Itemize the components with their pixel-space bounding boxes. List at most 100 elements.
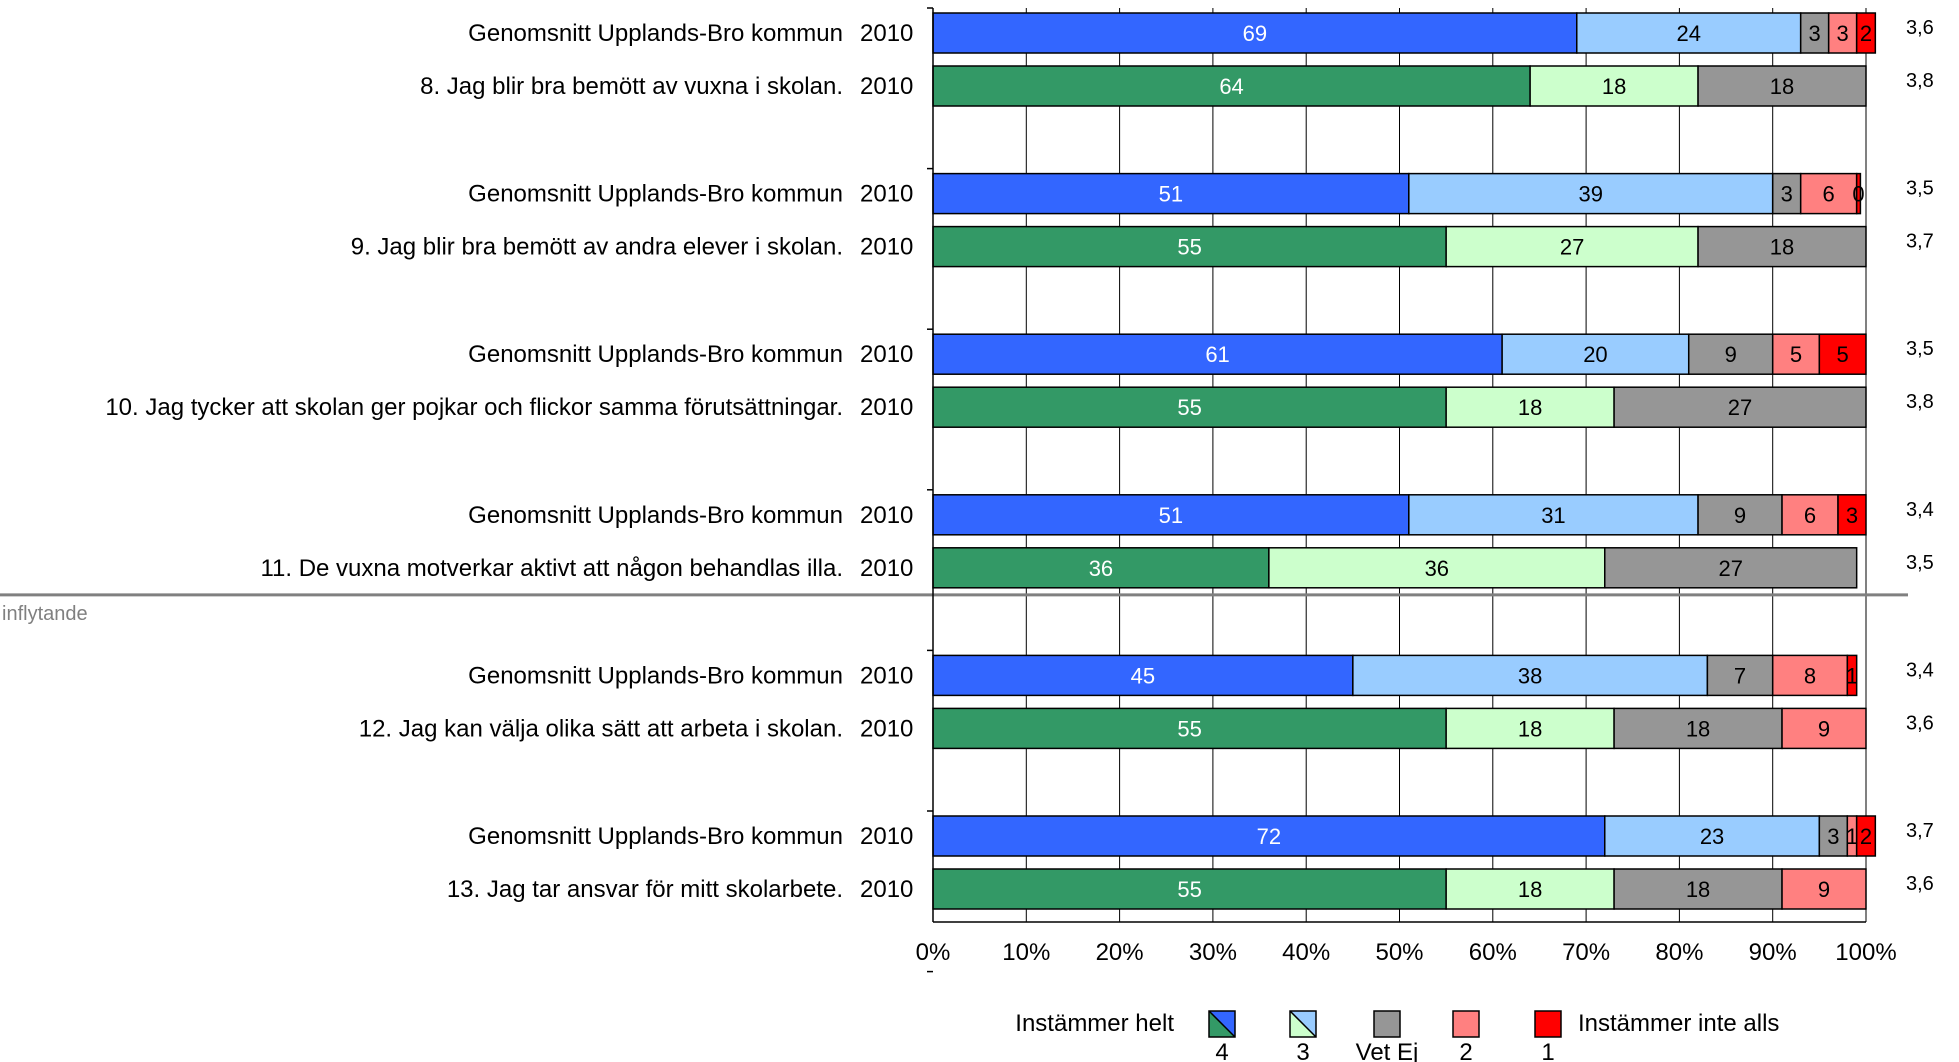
bar-value-label: 36 [1425, 556, 1449, 581]
bar-segment-seg-4 [932, 225, 1447, 268]
x-tick-label: 10% [1002, 939, 1050, 966]
x-tick-label: 60% [1469, 939, 1517, 966]
row-label: Genomsnitt Upplands-Bro kommun [468, 20, 843, 47]
bar-value-label: 55 [1177, 877, 1201, 902]
row-mean: 3,6 [1906, 17, 1934, 39]
bar-value-label: 5 [1790, 342, 1802, 367]
bar-segment-seg-1 [1846, 654, 1858, 697]
bar-value-label: 69 [1243, 21, 1267, 46]
bar-segment-seg-1 [1855, 172, 1862, 215]
legend-label: 1 [1541, 1039, 1554, 1062]
legend-label: 3 [1296, 1039, 1309, 1062]
bar-segment-seg-4 [932, 333, 1503, 375]
row-mean: 3,5 [1906, 552, 1934, 574]
bar-value-label: 31 [1541, 503, 1565, 528]
x-tick-label: 80% [1655, 939, 1703, 966]
bar-value-label: 18 [1686, 877, 1710, 902]
row-label: Genomsnitt Upplands-Bro kommun [468, 823, 843, 850]
grid-layer [0, 8, 1908, 922]
legend: Instämmer helt Instämmer inte alls 4 3 Vet E… [1015, 1010, 1779, 1062]
row-year: 2010 [860, 394, 913, 421]
bar-value-label: 1 [1846, 663, 1858, 688]
legend-swatch-divider [1289, 1010, 1317, 1038]
bar-value-label: 18 [1602, 74, 1626, 99]
bar-segment-seg-3 [1445, 225, 1699, 268]
legend-label: 4 [1215, 1039, 1228, 1062]
bar-value-label: 55 [1177, 716, 1201, 741]
legend-label: Vet Ej [1356, 1039, 1419, 1062]
row-label: Genomsnitt Upplands-Bro kommun [468, 341, 843, 368]
row-year: 2010 [860, 823, 913, 850]
bar-segment-seg-1 [1837, 494, 1867, 536]
bar-segment-seg-vetej [1613, 868, 1783, 910]
bar-segment-seg-1 [1855, 815, 1877, 857]
row-year: 2010 [860, 341, 913, 368]
legend-swatch-border [1289, 1010, 1317, 1038]
bar-value-label: 38 [1518, 663, 1542, 688]
legend-swatch-border [1208, 1010, 1236, 1038]
row-mean: 3,7 [1906, 231, 1934, 253]
row-year: 2010 [860, 73, 913, 100]
row-label: 10. Jag tycker att skolan ger pojkar och… [105, 394, 843, 421]
row-label: Genomsnitt Upplands-Bro kommun [468, 502, 843, 529]
row-mean: 3,7 [1906, 820, 1934, 842]
row-mean: 3,6 [1906, 873, 1934, 895]
bar-value-label: 45 [1131, 663, 1155, 688]
row-year: 2010 [860, 876, 913, 903]
row-year: 2010 [860, 715, 913, 742]
bar-value-label: 55 [1177, 235, 1201, 260]
bar-value-label: 24 [1676, 21, 1700, 46]
bar-value-label: 27 [1718, 556, 1742, 581]
bar-segment-seg-4 [932, 868, 1447, 910]
x-tick-label: 100% [1835, 939, 1896, 966]
bar-segment-seg-3 [1445, 386, 1615, 428]
bar-value-label: 18 [1770, 235, 1794, 260]
bar-segment-seg-vetej [1613, 386, 1867, 428]
bar-segment-seg-3 [1445, 868, 1615, 910]
bars-layer [932, 12, 1877, 910]
row-label: Genomsnitt Upplands-Bro kommun [468, 662, 843, 689]
bar-value-label: 36 [1089, 556, 1113, 581]
bar-value-label: 3 [1827, 824, 1839, 849]
row-year: 2010 [860, 181, 913, 208]
bar-value-label: 51 [1159, 503, 1183, 528]
bar-segment-seg-1 [1818, 333, 1867, 375]
legend-right-text: Instämmer inte alls [1578, 1010, 1779, 1037]
x-tick-label: 50% [1375, 939, 1423, 966]
bar-value-label: 6 [1823, 182, 1835, 207]
bar-value-label: 9 [1725, 342, 1737, 367]
bar-segment-seg-vetej [1697, 65, 1867, 107]
row-year: 2010 [860, 234, 913, 261]
bar-segment-seg-2 [1781, 868, 1867, 910]
row-year: 2010 [860, 20, 913, 47]
bar-value-label: 2 [1860, 21, 1872, 46]
row-label: 11. De vuxna motverkar aktivt att någon … [260, 555, 843, 582]
bar-value-label: 51 [1159, 182, 1183, 207]
bar-segment-seg-2 [1799, 172, 1858, 215]
bar-segment-seg-4 [932, 654, 1354, 697]
bar-segment-seg-3 [1352, 654, 1709, 697]
x-tick-label: 30% [1189, 939, 1237, 966]
bar-segment-seg-vetej [1613, 707, 1783, 750]
section-label: inflytande [2, 603, 88, 625]
row-year: 2010 [860, 502, 913, 529]
bar-value-label: 27 [1728, 395, 1752, 420]
bar-value-label: 64 [1219, 74, 1243, 99]
bar-segment-seg-4 [932, 12, 1578, 54]
row-label: 8. Jag blir bra bemött av vuxna i skolan… [420, 73, 843, 100]
row-mean: 3,5 [1906, 178, 1934, 200]
bar-value-label: 18 [1518, 716, 1542, 741]
row-mean: 3,4 [1906, 499, 1934, 521]
bar-segment-seg-4 [932, 707, 1447, 750]
row-mean: 3,6 [1906, 712, 1934, 734]
x-tick-label: 90% [1749, 939, 1797, 966]
bar-segment-seg-2 [1771, 654, 1849, 697]
bar-value-label: 3 [1837, 21, 1849, 46]
bar-value-label: 9 [1734, 503, 1746, 528]
bar-segment-seg-vetej [1687, 333, 1774, 375]
bar-value-label: 7 [1734, 663, 1746, 688]
bar-segment-seg-3 [1576, 12, 1802, 54]
row-label: 13. Jag tar ansvar för mitt skolarbete. [447, 876, 843, 903]
